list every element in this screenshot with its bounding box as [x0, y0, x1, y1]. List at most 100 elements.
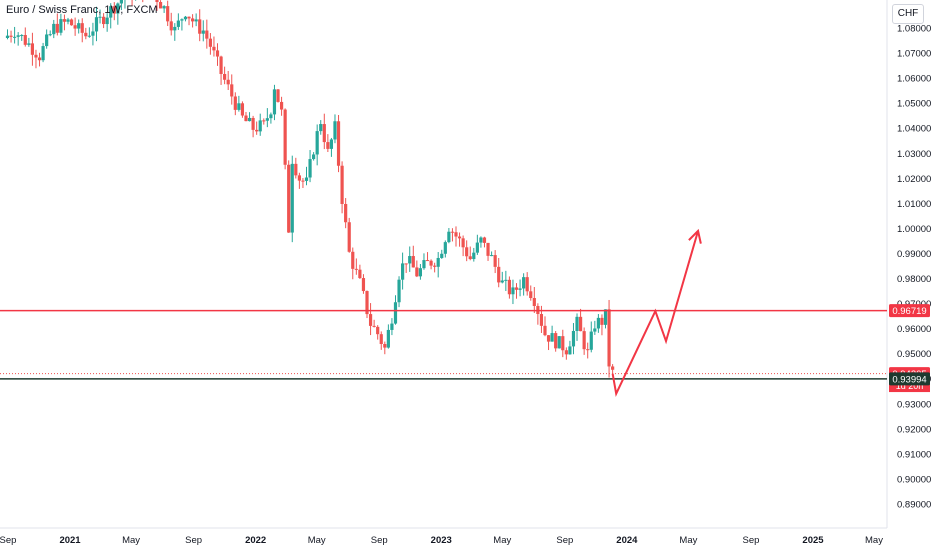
candle	[155, 0, 159, 11]
candle	[475, 234, 479, 255]
candle	[404, 263, 408, 273]
candle-body	[401, 263, 405, 280]
candle	[269, 112, 273, 124]
candle	[603, 309, 608, 329]
candle	[482, 236, 487, 248]
candle-body	[226, 79, 230, 85]
candle	[208, 33, 212, 55]
candle-body	[607, 309, 611, 367]
candle-body	[69, 19, 74, 26]
candle	[571, 323, 576, 355]
currency-button[interactable]: CHF	[892, 4, 924, 24]
candle-body	[276, 89, 280, 102]
candle	[336, 114, 341, 173]
candle-body	[158, 1, 163, 9]
candle	[262, 118, 266, 125]
candle	[522, 273, 526, 296]
candle	[142, 0, 144, 3]
candle-body	[596, 317, 600, 329]
candle	[568, 340, 572, 355]
candle	[212, 36, 216, 57]
candle	[23, 27, 27, 47]
candle-body	[34, 54, 38, 58]
candle-body	[479, 237, 483, 243]
candle-body	[472, 252, 476, 260]
candle	[62, 14, 67, 31]
candle-body	[169, 21, 173, 31]
candles-layer	[5, 0, 615, 378]
candle	[77, 19, 81, 34]
candle-body	[593, 328, 597, 332]
y-tick-label: 0.98000	[897, 274, 931, 285]
candle-body	[208, 38, 212, 47]
candle-body	[429, 260, 433, 266]
candle-body	[354, 268, 358, 270]
candle	[468, 246, 472, 261]
candle-body	[543, 325, 547, 336]
candle-body	[578, 316, 583, 332]
candle	[333, 114, 337, 144]
candle-body	[376, 326, 380, 335]
candle-body	[102, 16, 106, 25]
candle	[279, 96, 284, 116]
x-tick-label: Sep	[556, 535, 573, 546]
candle-body	[447, 231, 451, 243]
candle	[183, 15, 188, 22]
candle-body	[611, 366, 615, 370]
candle-body	[45, 34, 49, 47]
candle-body	[52, 23, 56, 35]
support-price-label-bg	[889, 372, 930, 386]
candle	[276, 89, 280, 103]
candle	[586, 342, 590, 359]
candle-body	[514, 287, 519, 290]
x-tick-label: May	[679, 535, 697, 546]
candle-body	[440, 253, 444, 258]
candle	[87, 27, 91, 38]
candle	[297, 172, 301, 189]
candle-body	[433, 265, 437, 267]
candle-body	[94, 17, 99, 32]
candle	[578, 308, 583, 332]
candle	[187, 16, 191, 26]
candle-body	[212, 46, 216, 51]
candle	[190, 14, 195, 28]
candle	[504, 270, 508, 291]
candle-body	[351, 251, 355, 269]
candle	[575, 313, 579, 341]
candle-body	[37, 57, 42, 61]
candle	[351, 247, 355, 280]
candle	[319, 120, 323, 135]
candle-body	[84, 32, 88, 37]
candle	[447, 228, 451, 244]
candle-body	[436, 257, 440, 267]
candle-body	[603, 309, 608, 325]
y-tick-label: 0.99000	[897, 249, 931, 260]
candle	[361, 274, 366, 294]
candle	[479, 236, 483, 248]
candle-body	[344, 203, 348, 223]
candle	[497, 257, 501, 288]
candle	[91, 22, 95, 46]
candle	[340, 161, 344, 214]
candle	[525, 272, 529, 296]
candle	[45, 29, 49, 49]
x-tick-label: May	[493, 535, 511, 546]
candle-body	[386, 329, 390, 348]
candle	[532, 286, 536, 314]
x-tick-label: May	[308, 535, 326, 546]
candle-body	[77, 23, 81, 29]
candle	[176, 13, 180, 30]
candle	[287, 160, 291, 233]
candle	[486, 242, 490, 261]
candle-body	[244, 115, 248, 122]
candle	[465, 240, 469, 262]
x-tick-label: Sep	[742, 535, 759, 546]
candle-body	[554, 333, 558, 349]
candle	[34, 49, 38, 69]
candle	[607, 299, 611, 378]
candle-body	[112, 6, 116, 14]
projection-line	[611, 230, 700, 397]
y-tick-label: 0.90000	[897, 474, 931, 485]
